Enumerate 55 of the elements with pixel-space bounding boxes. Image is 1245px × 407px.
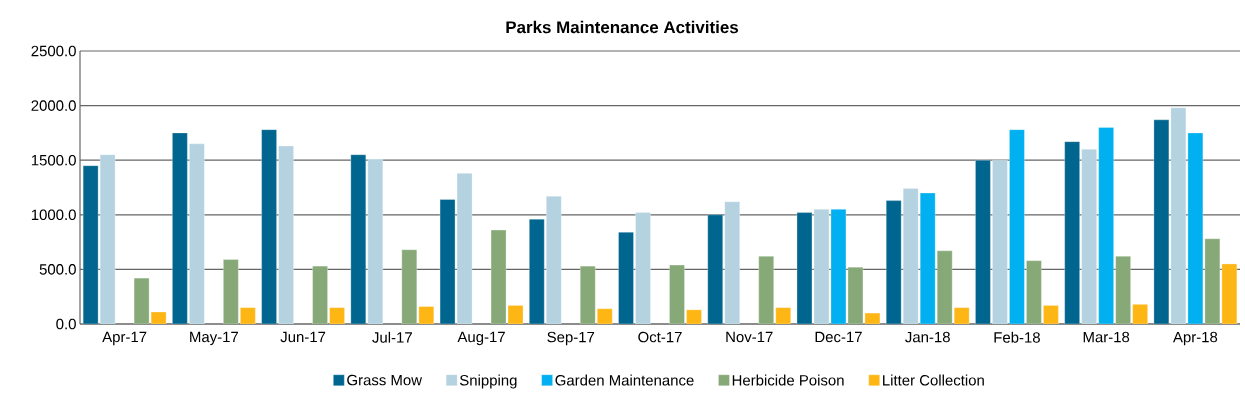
- bar: [920, 192, 936, 324]
- x-tick-label: Mar-18: [1083, 331, 1130, 343]
- bar: [580, 265, 596, 324]
- y-tick-label: 1500.0: [31, 154, 76, 166]
- legend-label: Litter Collection: [883, 374, 984, 386]
- bar: [261, 129, 277, 324]
- x-tick-label: Nov-17: [726, 331, 773, 343]
- x-tick-label: Jan-18: [905, 331, 950, 343]
- bar: [1064, 141, 1080, 324]
- y-tick-label: 2500.0: [31, 45, 76, 57]
- bar: [367, 158, 383, 324]
- chart-title: Parks Maintenance Activities: [506, 20, 738, 34]
- bar: [707, 214, 723, 324]
- bar: [1115, 256, 1131, 324]
- x-tick-label: Apr-18: [1172, 331, 1218, 346]
- x-tick-label: Apr-17: [102, 331, 147, 346]
- y-tick-label: 0.0: [56, 318, 76, 330]
- legend-label: Snipping: [459, 374, 517, 389]
- x-tick-label: May-17: [190, 331, 239, 346]
- x-tick-label: Jul-17: [372, 331, 412, 343]
- bar: [758, 256, 774, 324]
- bar: [172, 132, 188, 324]
- bar: [529, 219, 545, 324]
- bar: [975, 160, 991, 324]
- x-tick-label: Aug-17: [457, 331, 505, 346]
- x-tick-label: Jun-17: [280, 331, 326, 343]
- bar: [635, 212, 651, 324]
- y-tick-label: 500.0: [39, 264, 76, 275]
- x-tick-label: Feb-18: [994, 331, 1040, 343]
- bar: [886, 200, 902, 324]
- bar: [223, 259, 239, 324]
- x-tick-label: Dec-17: [815, 331, 862, 343]
- legend-label: Garden Maintenance: [555, 374, 694, 386]
- bar: [312, 265, 328, 324]
- bar: [937, 250, 953, 324]
- x-tick-label: Oct-17: [638, 331, 682, 343]
- bar: [1026, 260, 1042, 324]
- bar: [278, 145, 294, 324]
- legend-label: Grass Mow: [347, 374, 423, 386]
- bar: [1009, 129, 1025, 324]
- bar: [903, 188, 919, 324]
- x-tick-label: Sep-17: [547, 331, 595, 346]
- y-tick-label: 1000.0: [31, 209, 76, 221]
- bar: [992, 160, 1008, 324]
- bar: [350, 154, 366, 324]
- bar: [189, 143, 205, 324]
- bar: [1098, 127, 1114, 324]
- legend-label: Herbicide Poison: [732, 374, 844, 386]
- bar: [401, 249, 417, 324]
- bar: [724, 201, 740, 324]
- bar: [546, 196, 562, 324]
- bar: [1081, 149, 1097, 324]
- bar: [618, 232, 634, 324]
- bar: [669, 264, 685, 324]
- y-tick-label: 2000.0: [31, 100, 76, 111]
